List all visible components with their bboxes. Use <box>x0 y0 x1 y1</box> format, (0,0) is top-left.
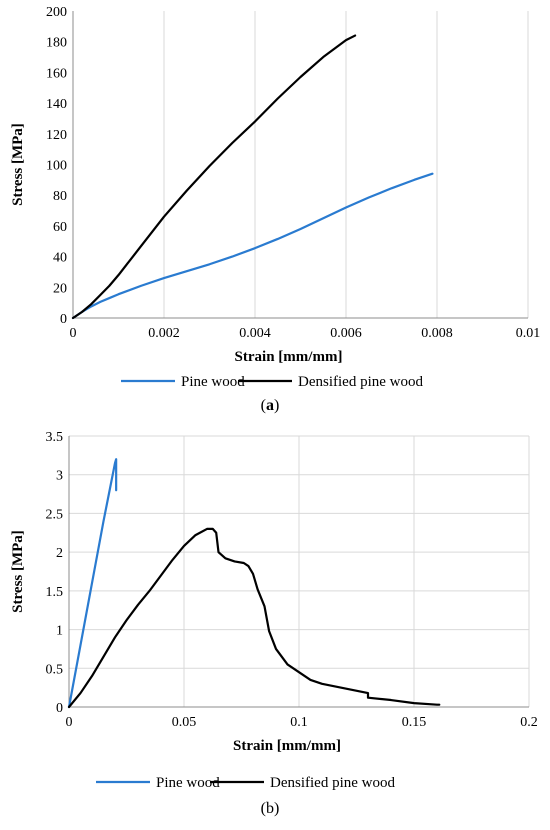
legend-label: Pine wood <box>181 374 245 390</box>
y-tick-label: 20 <box>53 281 67 296</box>
chart-panel-a: 0 20 40 60 80 100 120 140 160 180 200 0 0.002 0.004 0.… <box>10 5 540 414</box>
legend-label: Densified pine wood <box>298 374 423 390</box>
y-tick-label: 180 <box>46 36 67 51</box>
series-line-pine-wood <box>67 458 118 709</box>
x-axis-title: Strain [mm/mm] <box>235 349 343 365</box>
y-tick-label: 3.5 <box>46 430 64 445</box>
y-tick-label: 80 <box>53 189 67 204</box>
chart-panel-b: 0 0.5 1 1.5 2 2.5 3 3.5 0 0.05 0.1 0.15 0.2 Strain [m… <box>10 430 538 817</box>
y-tick-label: 0 <box>60 312 67 327</box>
series-line-densified-pine-wood <box>67 527 441 709</box>
x-tick-label: 0.2 <box>520 715 538 730</box>
panel-label-close: ) <box>274 397 279 414</box>
x-axis-title: Strain [mm/mm] <box>233 738 341 754</box>
y-tick-label: 0.5 <box>46 662 64 677</box>
series-line-densified-pine-wood <box>71 34 357 320</box>
y-tick-label: 1 <box>56 624 63 639</box>
y-tick-label: 0 <box>56 701 63 716</box>
y-tick-label: 200 <box>46 5 67 20</box>
y-tick-label: 2.5 <box>46 507 64 522</box>
legend-label: Densified pine wood <box>270 775 395 791</box>
y-tick-label: 100 <box>46 159 67 174</box>
x-tick-label: 0.01 <box>516 326 541 341</box>
series-line-pine-wood <box>71 172 434 320</box>
panel-label-letter: a <box>266 397 274 414</box>
panel-label: (b) <box>261 800 280 817</box>
x-tick-label: 0.15 <box>402 715 427 730</box>
x-tick-label: 0 <box>66 715 73 730</box>
legend-label: Pine wood <box>156 775 220 791</box>
x-tick-label: 0 <box>70 326 77 341</box>
y-tick-label: 2 <box>56 546 63 561</box>
y-tick-label: 160 <box>46 66 67 81</box>
y-tick-label: 60 <box>53 220 67 235</box>
panel-label: (a) <box>261 397 280 414</box>
y-tick-label: 1.5 <box>46 585 64 600</box>
x-tick-label: 0.05 <box>172 715 197 730</box>
y-tick-label: 40 <box>53 251 67 266</box>
x-tick-label: 0.006 <box>330 326 362 341</box>
y-axis-title: Stress [MPa] <box>10 123 26 206</box>
x-tick-label: 0.1 <box>290 715 308 730</box>
y-tick-label: 140 <box>46 97 67 112</box>
panel-label-open: ( <box>261 397 266 414</box>
x-tick-label: 0.008 <box>421 326 453 341</box>
y-tick-label: 120 <box>46 128 67 143</box>
x-tick-label: 0.004 <box>239 326 271 341</box>
y-tick-label: 3 <box>56 469 63 484</box>
x-tick-label: 0.002 <box>148 326 180 341</box>
y-axis-title: Stress [MPa] <box>10 530 26 613</box>
